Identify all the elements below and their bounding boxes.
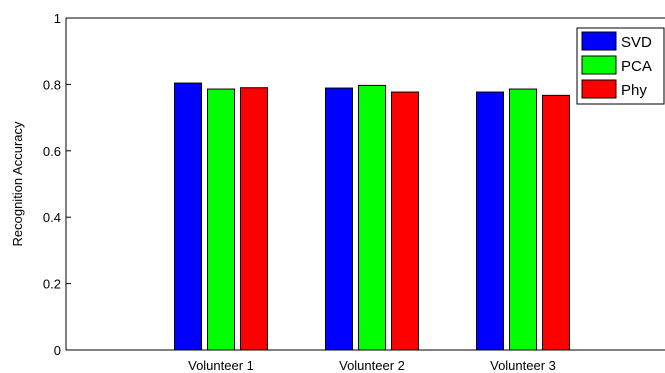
x-tick-label: Volunteer 1 bbox=[188, 358, 254, 373]
y-tick-label: 0.4 bbox=[43, 210, 61, 225]
x-axis: Volunteer 1 Volunteer 2 Volunteer 3 bbox=[188, 358, 556, 373]
legend-label-phy: Phy bbox=[621, 82, 647, 99]
bars bbox=[174, 82, 570, 351]
x-tick-label: Volunteer 3 bbox=[490, 358, 556, 373]
legend-label-svd: SVD bbox=[621, 34, 652, 51]
y-axis: 0 0.2 0.4 0.6 0.8 1 bbox=[43, 11, 71, 358]
legend-swatch-svd bbox=[581, 31, 617, 51]
legend-swatch-phy bbox=[581, 79, 617, 99]
legend: SVD PCA Phy bbox=[576, 27, 665, 105]
bar-pca-2 bbox=[358, 84, 386, 351]
y-tick-label: 0.8 bbox=[43, 77, 61, 92]
y-axis-title: Recognition Accuracy bbox=[10, 121, 25, 247]
y-tick-label: 0 bbox=[54, 343, 61, 358]
bar-svd-2 bbox=[325, 87, 353, 351]
bar-svd-1 bbox=[174, 82, 202, 351]
legend-swatch-pca bbox=[581, 55, 617, 75]
bar-pca-3 bbox=[509, 88, 537, 351]
bar-phy-2 bbox=[391, 91, 419, 351]
y-tick-label: 0.2 bbox=[43, 277, 61, 292]
legend-label-pca: PCA bbox=[621, 58, 652, 75]
y-tick-label: 1 bbox=[54, 11, 61, 26]
bar-svd-3 bbox=[476, 91, 504, 351]
y-tick-label: 0.6 bbox=[43, 144, 61, 159]
bar-pca-1 bbox=[207, 88, 235, 351]
bar-phy-3 bbox=[542, 94, 570, 351]
bar-phy-1 bbox=[240, 87, 268, 351]
x-tick-label: Volunteer 2 bbox=[339, 358, 405, 373]
